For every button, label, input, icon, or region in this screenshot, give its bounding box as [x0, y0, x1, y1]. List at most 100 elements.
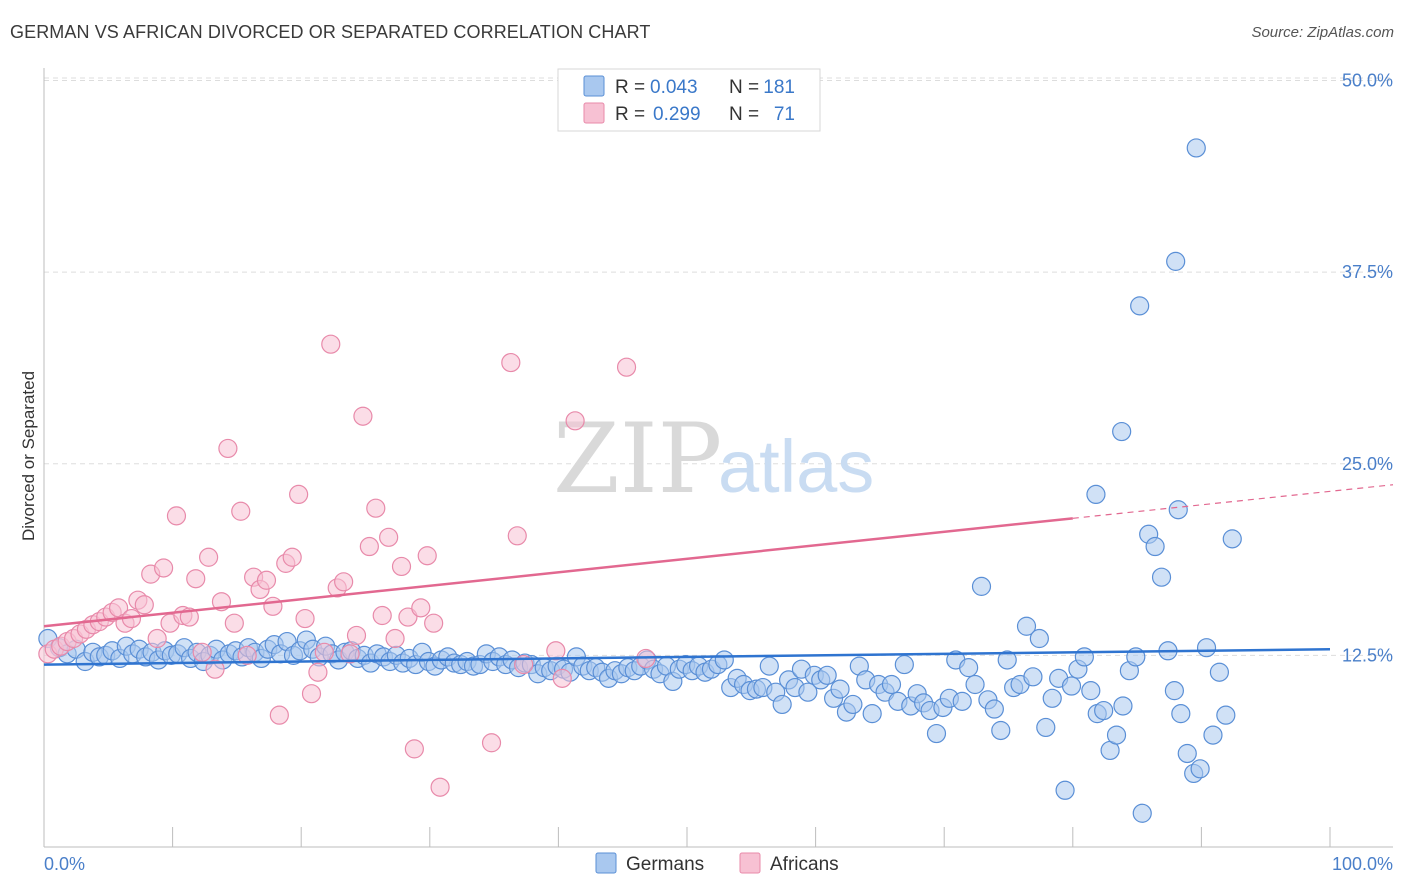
legend-r-label-germans: R = [615, 77, 645, 98]
watermark: ZIP atlas [553, 403, 874, 515]
german-point-152 [1029, 628, 1049, 649]
german-point-162 [1094, 700, 1114, 721]
legend-r-label-africans: R = [615, 104, 645, 125]
grid-lines [44, 77, 1393, 656]
african-point-48 [346, 625, 367, 646]
german-point-126 [862, 704, 882, 724]
african-point-17 [147, 628, 167, 649]
african-point-38 [282, 547, 302, 567]
trend-line-germans [43, 647, 1331, 666]
african-point-40 [295, 608, 315, 629]
german-point-188 [1186, 138, 1206, 158]
african-point-34 [256, 570, 277, 590]
german-point-157 [1061, 676, 1082, 696]
german-point-103 [714, 650, 734, 670]
african-point-51 [366, 498, 386, 518]
legend-n-value-africans: 71 [774, 104, 795, 125]
african-point-41 [301, 684, 322, 704]
german-point-160 [1081, 681, 1101, 701]
african-point-31 [237, 645, 257, 665]
african-point-66 [546, 641, 566, 661]
y-axis-label: Divorced or Separated [19, 371, 38, 541]
source-credit: Source: ZipAtlas.com [1251, 24, 1394, 41]
german-point-147 [997, 650, 1017, 670]
legend-r-value-germans: 0.043 [650, 77, 698, 98]
german-point-184 [1086, 484, 1106, 505]
african-point-69 [616, 357, 637, 377]
german-point-187 [1166, 251, 1186, 271]
german-point-183 [1112, 421, 1132, 442]
german-point-165 [1113, 696, 1133, 716]
legend-box: R = 0.043 N = 181 R = 0.299 N = 71 [557, 68, 821, 132]
german-point-182 [1222, 529, 1242, 549]
series-africans-points [38, 334, 656, 797]
trend-line-africans [43, 517, 1073, 628]
african-point-47 [340, 644, 360, 664]
african-point-28 [218, 438, 238, 459]
african-point-64 [507, 526, 527, 546]
legend-swatch-africans [583, 102, 605, 124]
african-point-63 [501, 352, 521, 373]
german-point-140 [952, 691, 972, 711]
german-point-143 [971, 576, 992, 596]
african-point-60 [424, 613, 444, 633]
african-point-49 [353, 406, 373, 426]
african-point-62 [481, 733, 502, 753]
african-point-35 [263, 596, 283, 616]
german-point-179 [1203, 725, 1223, 745]
african-point-15 [134, 595, 154, 615]
african-point-23 [186, 569, 206, 589]
axes [43, 68, 1393, 848]
african-point-36 [269, 705, 289, 725]
african-point-30 [231, 501, 251, 521]
legend-r-value-africans: 0.299 [653, 104, 701, 125]
chart-title: GERMAN VS AFRICAN DIVORCED OR SEPARATED … [10, 22, 651, 42]
african-point-39 [289, 484, 309, 505]
bottom-legend-swatch-germans [595, 852, 617, 874]
german-point-154 [1042, 688, 1062, 708]
german-point-150 [1016, 616, 1037, 636]
bottom-legend-label-germans: Germans [626, 854, 704, 875]
african-point-67 [552, 668, 572, 688]
african-point-54 [385, 628, 405, 649]
german-point-119 [817, 665, 837, 685]
y-tick-label-0: 12.5% [1342, 645, 1393, 665]
trend-line-africans-extension [1072, 484, 1394, 519]
x-tick-label-max: 100.0% [1332, 854, 1393, 874]
y-tick-label-1: 25.0% [1342, 454, 1393, 474]
german-point-178 [1196, 638, 1217, 658]
trend-lines [43, 484, 1394, 666]
african-point-58 [411, 598, 431, 618]
german-point-145 [984, 699, 1004, 719]
african-point-42 [308, 662, 328, 682]
german-point-141 [959, 658, 979, 678]
african-point-59 [417, 546, 437, 566]
african-point-50 [359, 536, 379, 557]
german-point-156 [1055, 780, 1075, 800]
african-point-24 [192, 642, 212, 662]
bottom-legend-swatch-africans [739, 852, 761, 874]
german-point-174 [1171, 704, 1191, 724]
german-point-136 [926, 723, 947, 744]
african-point-68 [565, 411, 585, 431]
y-tick-label-3: 50.0% [1342, 71, 1393, 91]
german-point-129 [881, 674, 902, 695]
german-point-121 [830, 679, 850, 699]
german-point-153 [1036, 717, 1056, 738]
german-point-131 [894, 654, 914, 675]
african-point-20 [166, 506, 187, 526]
watermark-atlas: atlas [718, 425, 874, 508]
german-point-177 [1190, 759, 1210, 779]
german-point-170 [1145, 536, 1165, 557]
german-point-164 [1106, 725, 1127, 745]
german-point-186 [1130, 296, 1150, 316]
german-point-159 [1074, 647, 1094, 667]
african-point-44 [321, 334, 341, 354]
legend-swatch-germans [583, 75, 605, 97]
african-point-29 [224, 613, 244, 633]
legend-n-label-africans: N = [729, 104, 759, 125]
german-point-180 [1209, 662, 1230, 682]
german-point-116 [798, 682, 818, 702]
legend-n-value-germans: 181 [763, 77, 795, 98]
